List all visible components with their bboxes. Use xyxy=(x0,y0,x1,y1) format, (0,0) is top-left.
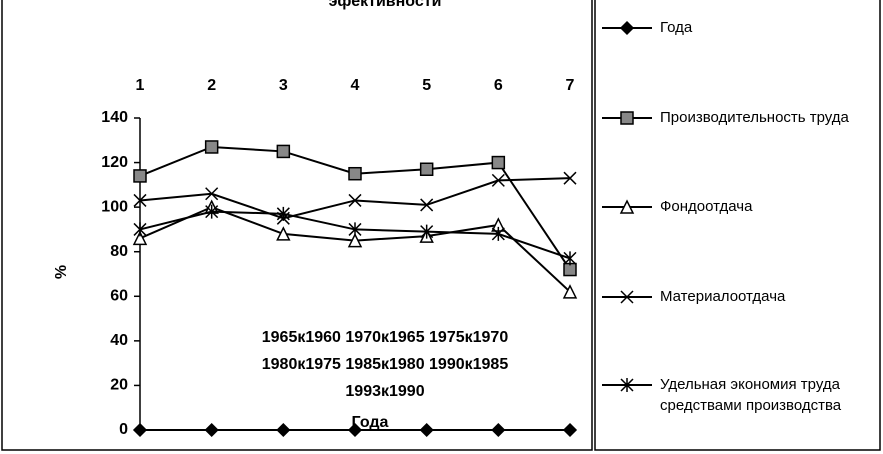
marker xyxy=(563,171,577,185)
marker xyxy=(419,162,434,177)
marker xyxy=(491,155,506,170)
y-tick-label: 140 xyxy=(101,109,128,126)
marker xyxy=(348,193,362,207)
marker xyxy=(562,422,578,438)
marker xyxy=(347,422,363,438)
x-tick-label: 1 xyxy=(136,77,145,94)
x-tick-label: 4 xyxy=(351,77,360,94)
x-tick-label: 6 xyxy=(494,77,503,94)
series-line xyxy=(139,206,571,293)
series-line xyxy=(139,145,571,271)
y-tick-label: 20 xyxy=(110,377,128,394)
marker xyxy=(491,226,505,241)
marker xyxy=(491,173,505,187)
marker xyxy=(132,422,148,438)
legend-marker xyxy=(620,290,634,304)
marker xyxy=(132,230,148,246)
x-tick-label: 7 xyxy=(566,77,575,94)
marker xyxy=(276,144,291,159)
x-axis-label: Года xyxy=(352,414,389,431)
y-tick-label: 60 xyxy=(110,288,128,305)
x-tick-label: 2 xyxy=(207,77,216,94)
y-tick-label: 100 xyxy=(101,198,128,215)
marker xyxy=(420,198,434,212)
series-line xyxy=(139,177,571,220)
marker xyxy=(347,232,363,248)
legend-marker xyxy=(620,111,634,125)
marker xyxy=(562,284,578,299)
marker xyxy=(276,206,290,221)
marker xyxy=(205,204,219,219)
marker xyxy=(276,226,291,241)
chart-title: эфективности xyxy=(329,0,442,10)
y-axis-label: % xyxy=(53,265,70,279)
y-tick-label: 80 xyxy=(110,243,128,260)
marker xyxy=(133,193,147,207)
marker xyxy=(348,222,362,237)
marker xyxy=(204,422,219,438)
annotation: 1993к1990 xyxy=(345,383,424,400)
legend-label: Материалоотдача xyxy=(660,288,786,305)
annotation: 1965к1960 1970к1965 1975к1970 xyxy=(262,329,509,346)
marker xyxy=(204,140,219,154)
annotation: 1980к1975 1985к1980 1990к1985 xyxy=(262,356,509,373)
legend-marker xyxy=(619,20,635,36)
marker xyxy=(420,224,434,239)
marker xyxy=(491,422,506,438)
marker xyxy=(133,222,147,237)
y-tick-label: 0 xyxy=(119,421,128,438)
x-tick-label: 5 xyxy=(422,77,431,94)
legend-marker xyxy=(620,378,634,392)
legend-label: Года xyxy=(660,19,693,36)
y-tick-label: 40 xyxy=(110,332,128,349)
legend-label: Фондоотдача xyxy=(660,198,753,215)
legend-border xyxy=(594,0,881,451)
legend-marker xyxy=(619,199,635,214)
marker xyxy=(205,187,219,201)
marker xyxy=(419,422,434,438)
marker xyxy=(276,422,291,438)
chart-border xyxy=(1,0,593,451)
x-tick-label: 3 xyxy=(279,77,288,94)
marker xyxy=(563,251,577,266)
y-tick-label: 120 xyxy=(101,154,128,171)
legend-label: Производительность труда xyxy=(660,109,849,126)
marker xyxy=(133,169,147,183)
legend-label: Удельная экономия труда средствами произ… xyxy=(660,376,842,414)
marker xyxy=(348,166,362,181)
